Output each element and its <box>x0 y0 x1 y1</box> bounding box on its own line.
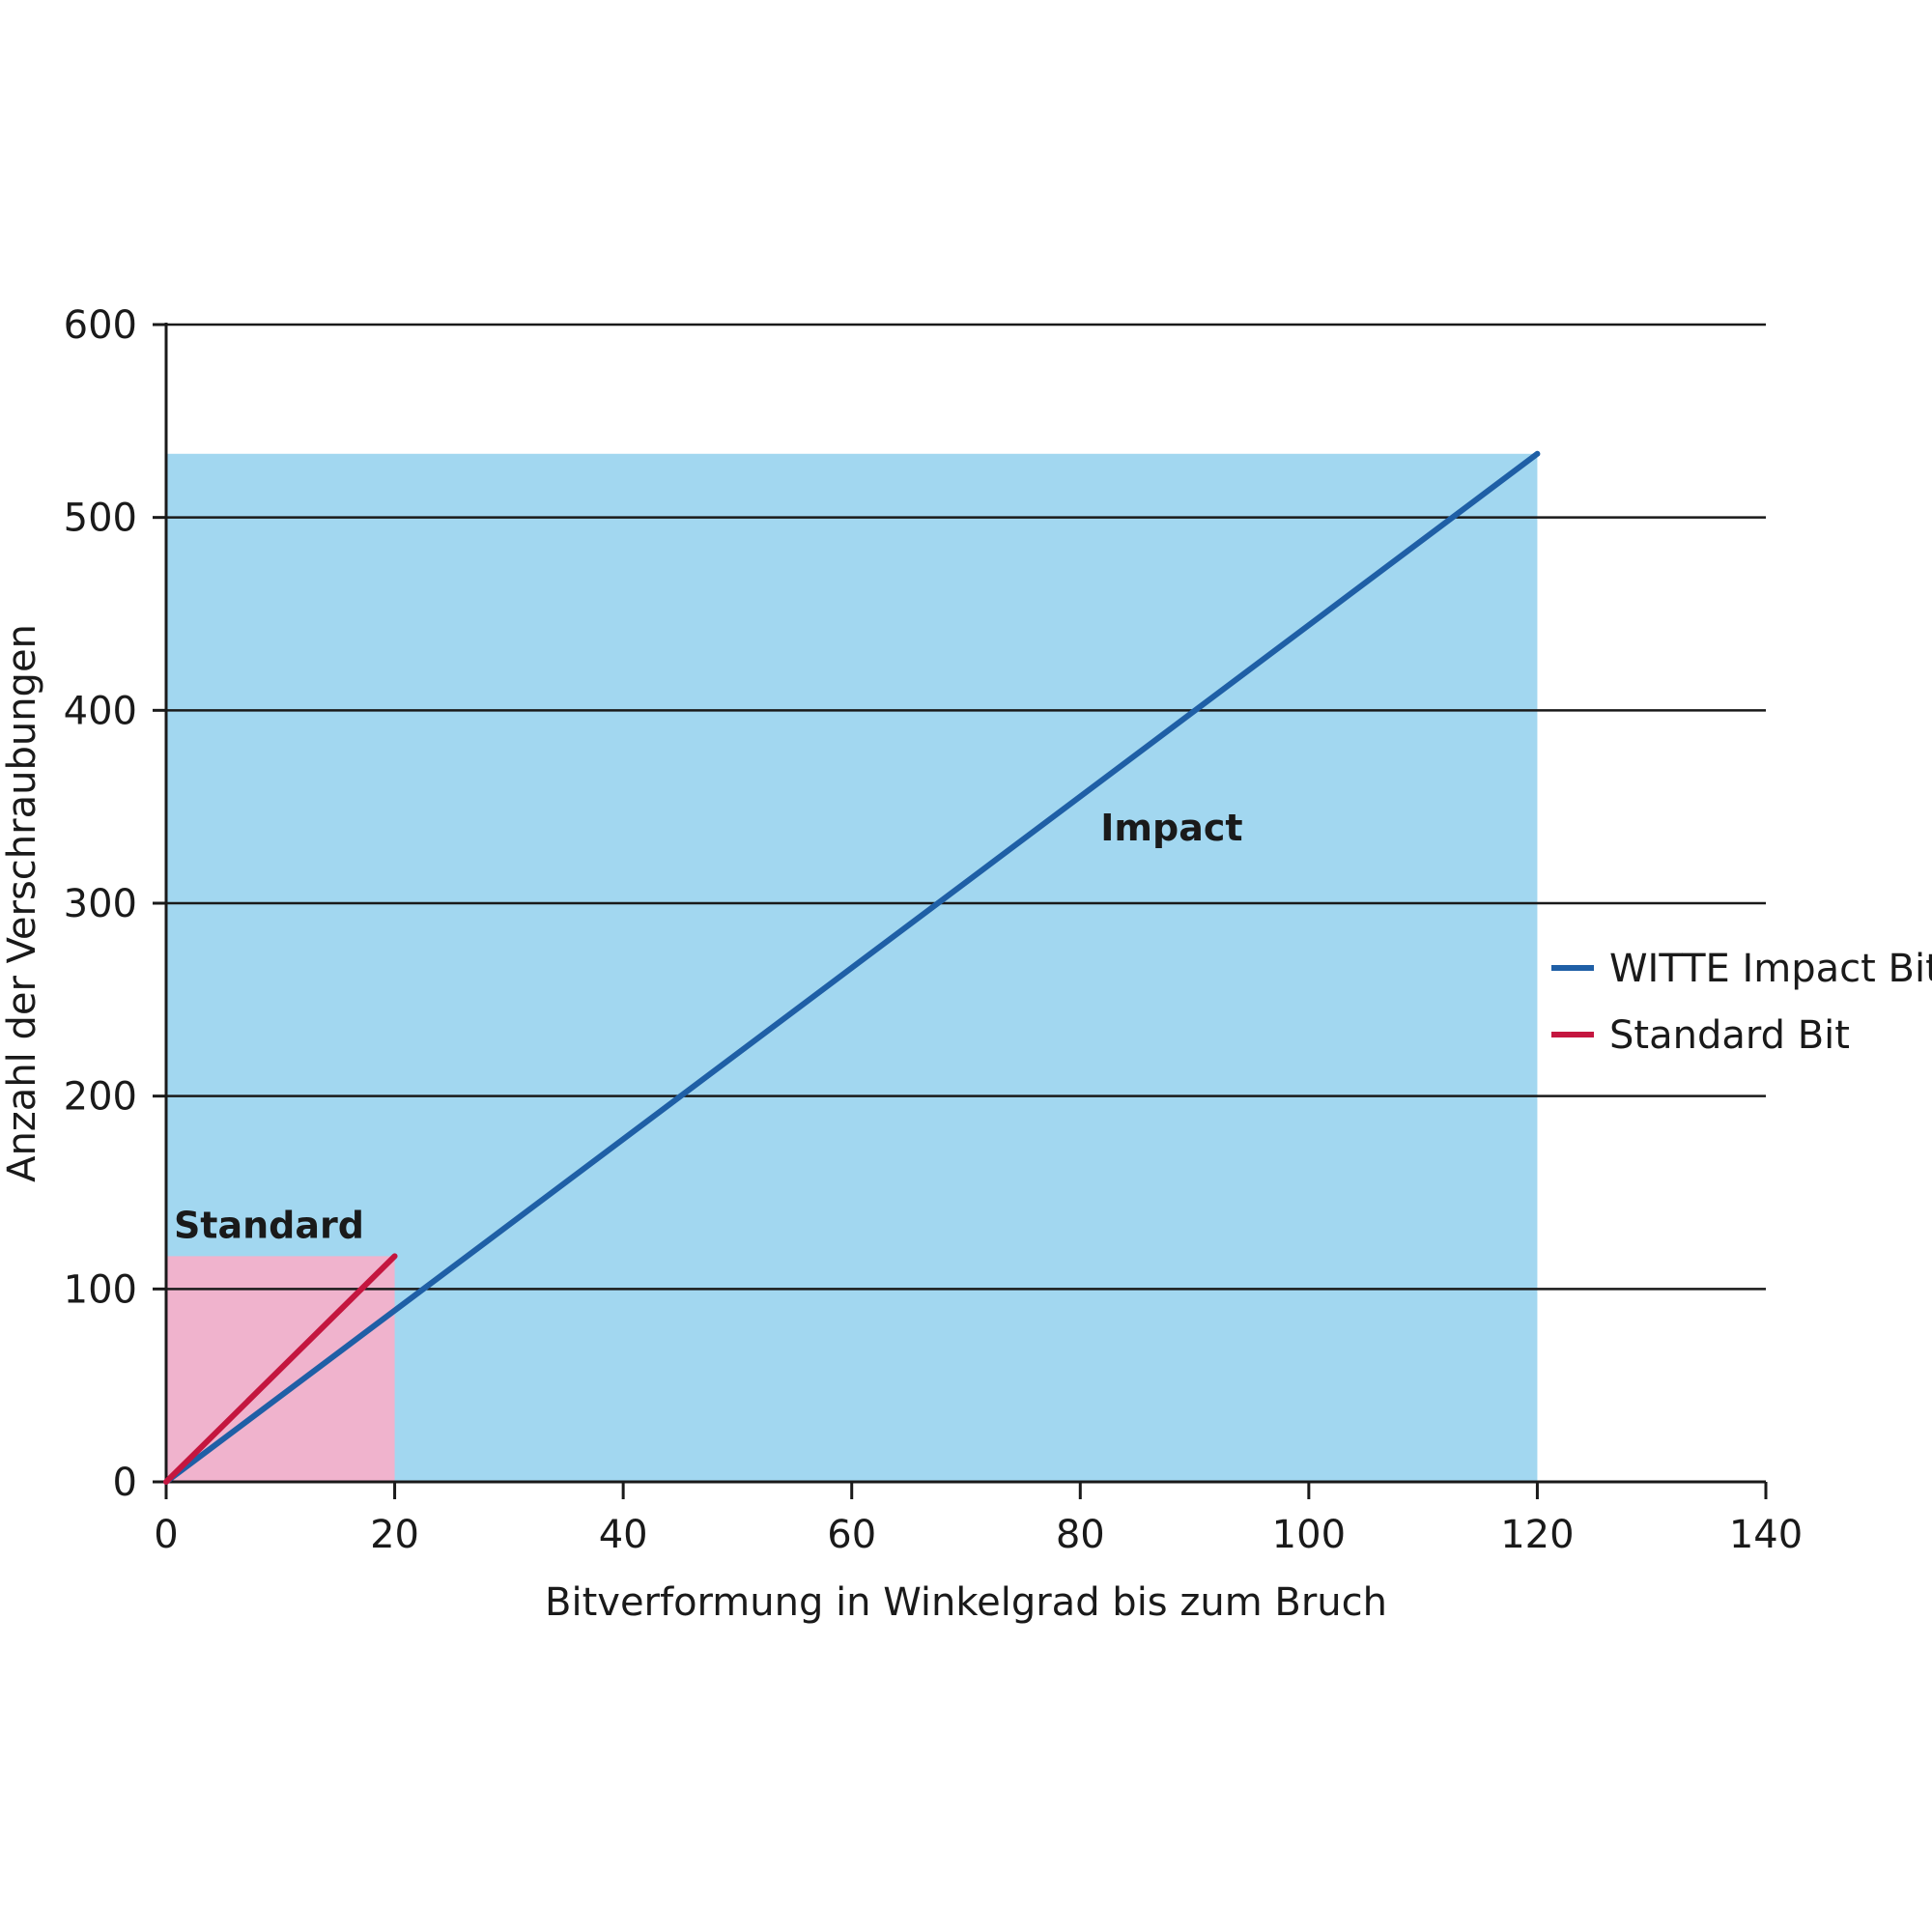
x-tick-label-120: 120 <box>1500 1513 1574 1557</box>
y-axis-title: Anzahl der Verschraubungen <box>0 624 44 1182</box>
x-tick-label-140: 140 <box>1729 1513 1803 1557</box>
series-lines <box>163 450 1541 1485</box>
area-label-impact: Impact <box>1100 807 1242 849</box>
y-ticks: 0 100 200 300 400 500 600 <box>64 303 166 1505</box>
x-tick-label-40: 40 <box>599 1513 648 1557</box>
x-tick-label-20: 20 <box>370 1513 419 1557</box>
x-tick-label-80: 80 <box>1056 1513 1105 1557</box>
series-line-standard-bit <box>163 1253 398 1485</box>
legend-label-standard-bit: Standard Bit <box>1609 1013 1850 1058</box>
y-tick-label-200: 200 <box>64 1075 137 1120</box>
area-label-standard: Standard <box>174 1204 364 1246</box>
x-tick-label-0: 0 <box>154 1513 178 1557</box>
y-tick-label-100: 100 <box>64 1267 137 1312</box>
legend: WITTE Impact Bit Standard Bit <box>1551 947 1932 1058</box>
y-tick-label-600: 600 <box>64 303 137 348</box>
y-tick-label-300: 300 <box>64 882 137 926</box>
x-tick-label-60: 60 <box>827 1513 876 1557</box>
legend-label-witte-impact-bit: WITTE Impact Bit <box>1609 947 1932 991</box>
area-labels: Impact Standard <box>174 807 1243 1246</box>
y-tick-label-400: 400 <box>64 689 137 733</box>
x-axis-title: Bitverformung in Winkelgrad bis zum Bruc… <box>545 1580 1387 1625</box>
y-tick-label-500: 500 <box>64 497 137 541</box>
x-ticks: 0 20 40 60 80 100 120 140 <box>154 1482 1803 1557</box>
series-line-witte-impact-bit <box>163 450 1541 1485</box>
y-tick-label-0: 0 <box>113 1461 137 1505</box>
x-tick-label-100: 100 <box>1272 1513 1346 1557</box>
gridlines <box>166 323 1766 1291</box>
